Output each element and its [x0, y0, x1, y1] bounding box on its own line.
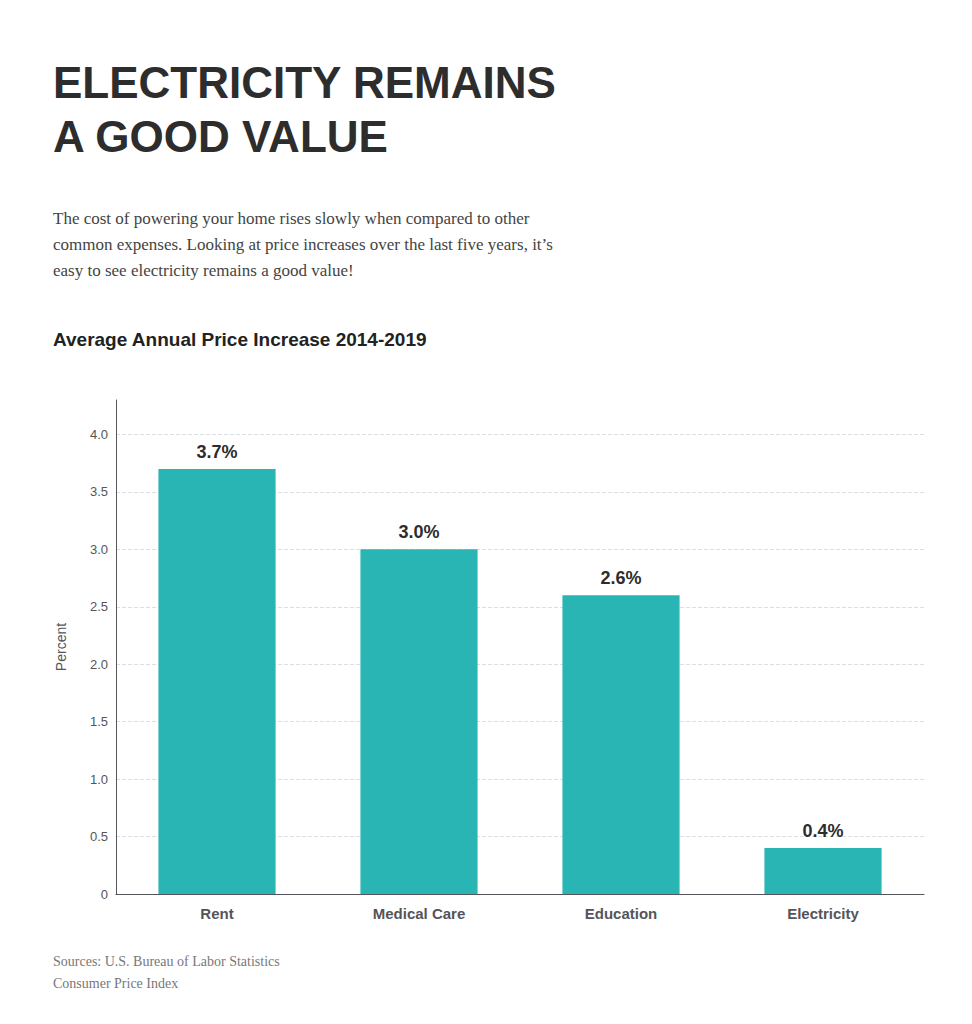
- svg-text:0.4%: 0.4%: [802, 821, 843, 841]
- svg-text:Medical Care: Medical Care: [373, 905, 466, 922]
- svg-text:The cost of powering your home: The cost of powering your home rises slo…: [53, 209, 530, 228]
- svg-text:A GOOD VALUE: A GOOD VALUE: [53, 112, 388, 161]
- svg-text:2.6%: 2.6%: [600, 568, 641, 588]
- svg-text:common expenses. Looking at pr: common expenses. Looking at price increa…: [53, 235, 553, 254]
- svg-text:3.0%: 3.0%: [398, 522, 439, 542]
- svg-text:1.5: 1.5: [90, 714, 108, 729]
- svg-text:Percent: Percent: [53, 623, 69, 671]
- svg-text:3.7%: 3.7%: [196, 442, 237, 462]
- svg-text:4.0: 4.0: [90, 427, 108, 442]
- svg-text:3.0: 3.0: [90, 542, 108, 557]
- svg-text:0: 0: [101, 887, 108, 902]
- svg-text:easy to see electricity remain: easy to see electricity remains a good v…: [53, 261, 354, 280]
- svg-text:ELECTRICITY REMAINS: ELECTRICITY REMAINS: [53, 58, 556, 107]
- svg-text:Electricity: Electricity: [787, 905, 859, 922]
- svg-text:2.0: 2.0: [90, 657, 108, 672]
- svg-text:0.5: 0.5: [90, 829, 108, 844]
- svg-text:Consumer Price Index: Consumer Price Index: [53, 976, 178, 991]
- svg-text:3.5: 3.5: [90, 484, 108, 499]
- svg-text:Average Annual Price Increase: Average Annual Price Increase 2014-2019: [53, 329, 427, 350]
- svg-text:1.0: 1.0: [90, 772, 108, 787]
- svg-text:Sources: U.S. Bureau of Labor: Sources: U.S. Bureau of Labor Statistics: [53, 954, 280, 969]
- svg-text:Rent: Rent: [200, 905, 233, 922]
- svg-text:2.5: 2.5: [90, 599, 108, 614]
- svg-text:Education: Education: [585, 905, 658, 922]
